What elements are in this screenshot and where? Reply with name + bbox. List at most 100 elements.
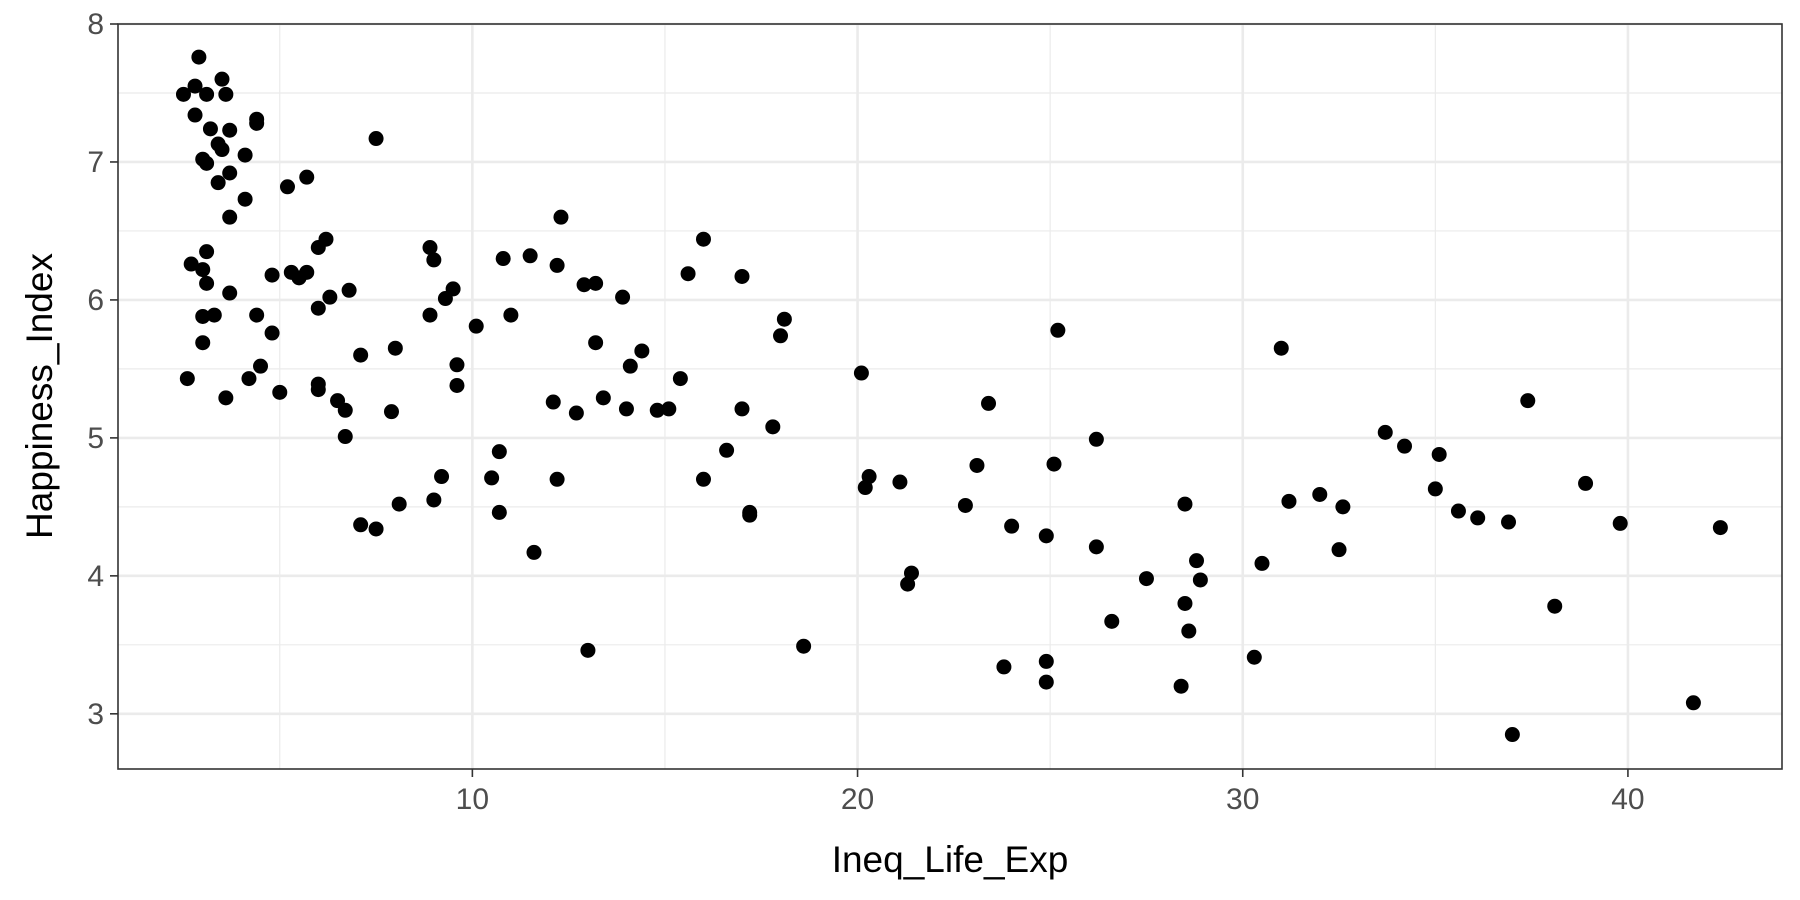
data-point <box>445 281 461 297</box>
data-point <box>1088 431 1104 447</box>
data-point <box>1050 322 1066 338</box>
data-point <box>545 394 561 410</box>
data-point <box>199 86 215 102</box>
data-point <box>449 377 465 393</box>
data-point <box>199 244 215 260</box>
data-point <box>214 142 230 158</box>
data-point <box>1501 514 1517 530</box>
data-point <box>861 469 877 485</box>
data-point <box>1088 539 1104 555</box>
data-point <box>1712 520 1728 536</box>
data-point <box>549 471 565 487</box>
data-point <box>1520 393 1536 409</box>
data-point <box>1177 595 1193 611</box>
data-point <box>426 492 442 508</box>
data-point <box>299 169 315 185</box>
data-point <box>1246 649 1262 665</box>
data-point <box>1281 493 1297 509</box>
data-point <box>310 382 326 398</box>
data-point <box>318 231 334 247</box>
data-point <box>1004 518 1020 534</box>
data-point <box>1173 678 1189 694</box>
x-axis-title: Ineq_Life_Exp <box>832 839 1069 880</box>
data-point <box>1273 340 1289 356</box>
y-axis-ticks: 3 4 5 6 7 8 <box>87 8 118 731</box>
x-tick-label: 10 <box>456 783 489 816</box>
data-point <box>622 358 638 374</box>
data-point <box>695 231 711 247</box>
data-point <box>1504 727 1520 743</box>
data-point <box>495 251 511 267</box>
data-point <box>199 275 215 291</box>
data-point <box>383 404 399 420</box>
data-point <box>1046 456 1062 472</box>
data-point <box>719 442 735 458</box>
data-point <box>576 277 592 293</box>
data-point <box>773 328 789 344</box>
data-point <box>588 335 604 351</box>
data-point <box>1181 623 1197 639</box>
data-point <box>1192 572 1208 588</box>
y-tick-label: 4 <box>87 560 104 593</box>
data-point <box>210 175 226 191</box>
data-point <box>1177 496 1193 512</box>
data-point <box>368 131 384 147</box>
data-point <box>426 252 442 268</box>
data-point <box>391 496 407 512</box>
data-point <box>264 325 280 341</box>
y-tick-label: 3 <box>87 698 104 731</box>
data-point <box>218 86 234 102</box>
x-tick-label: 20 <box>841 783 874 816</box>
data-point <box>1254 555 1270 571</box>
data-point <box>1450 503 1466 519</box>
data-point <box>222 165 238 181</box>
data-point <box>218 390 234 406</box>
data-point <box>310 300 326 316</box>
data-point <box>680 266 696 282</box>
data-point <box>222 209 238 225</box>
data-point <box>337 402 353 418</box>
data-point <box>522 248 538 264</box>
data-point <box>195 262 211 278</box>
data-point <box>237 147 253 163</box>
data-point <box>195 335 211 351</box>
data-point <box>580 642 596 658</box>
data-point <box>206 307 222 323</box>
data-point <box>765 419 781 435</box>
data-point <box>322 289 338 305</box>
data-point <box>1189 553 1205 569</box>
data-point <box>484 470 500 486</box>
data-point <box>191 49 207 65</box>
data-point <box>649 402 665 418</box>
data-point <box>776 311 792 327</box>
data-point <box>1547 598 1563 614</box>
data-point <box>214 71 230 87</box>
data-point <box>892 474 908 490</box>
data-point <box>241 371 257 387</box>
data-point <box>1431 446 1447 462</box>
data-point <box>222 122 238 138</box>
x-tick-label: 40 <box>1611 783 1644 816</box>
data-point <box>187 107 203 123</box>
data-point <box>796 638 812 654</box>
data-point <box>353 517 369 533</box>
data-point <box>249 307 265 323</box>
y-tick-label: 7 <box>87 146 104 179</box>
data-point <box>353 347 369 363</box>
data-point <box>337 429 353 445</box>
data-point <box>249 115 265 131</box>
y-tick-label: 5 <box>87 422 104 455</box>
data-point <box>672 371 688 387</box>
data-point <box>1104 613 1120 629</box>
data-point <box>568 405 584 421</box>
data-point <box>1685 695 1701 711</box>
data-point <box>634 343 650 359</box>
data-point <box>422 307 438 323</box>
y-tick-label: 8 <box>87 8 104 41</box>
data-point <box>387 340 403 356</box>
data-point <box>195 308 211 324</box>
plot-border <box>117 23 1783 770</box>
data-point <box>503 307 519 323</box>
